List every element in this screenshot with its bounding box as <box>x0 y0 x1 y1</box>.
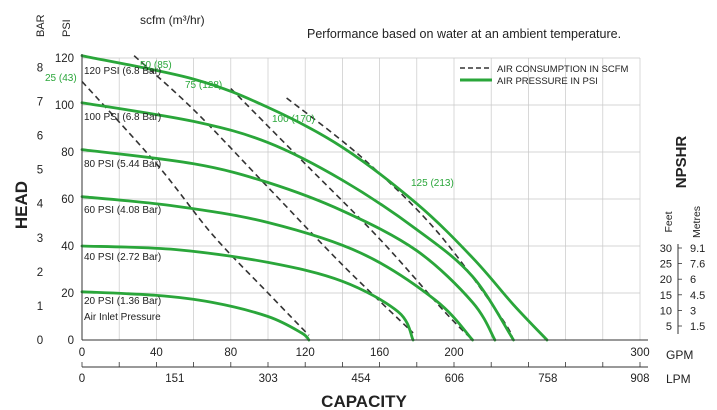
npshr-metres-tick: 1.5 <box>690 321 705 333</box>
pressure-curve-5 <box>80 290 311 342</box>
x-tick-lpm: 0 <box>79 373 85 385</box>
npshr-feet-tick: 10 <box>660 305 672 317</box>
pressure-label-60: 60 PSI (4.08 Bar) <box>84 205 161 216</box>
npshr-feet-label: Feet <box>663 211 675 232</box>
npshr-metres-label: Metres <box>691 206 703 238</box>
air-consumption-line-0 <box>81 80 310 336</box>
pressure-curve-4 <box>80 244 415 342</box>
y-tick-bar: 1 <box>37 301 43 313</box>
npshr-feet-tick: 20 <box>660 274 672 286</box>
y-tick-bar: 6 <box>37 131 43 143</box>
pressure-label-20: 20 PSI (1.36 Bar) <box>84 296 161 307</box>
pressure-label-40: 40 PSI (2.72 Bar) <box>84 252 161 263</box>
air-inlet-pressure-note: Air Inlet Pressure <box>84 312 161 323</box>
x-tick-gpm: 0 <box>79 347 85 359</box>
npshr-metres-tick: 9.1 <box>690 243 705 255</box>
air-label-25: 25 (43) <box>45 73 77 84</box>
y-tick-bar: 7 <box>37 96 43 108</box>
x-tick-lpm: 606 <box>445 373 464 385</box>
bar-unit-label: BAR <box>35 14 47 37</box>
air-label-75: 75 (128) <box>185 80 222 91</box>
lpm-unit-label: LPM <box>666 372 691 386</box>
y-tick-psi: 40 <box>61 241 74 253</box>
npshr-metres-tick: 6 <box>690 274 696 286</box>
npshr-metres-tick: 4.5 <box>690 290 705 302</box>
y-tick-bar: 5 <box>37 165 43 177</box>
y-tick-psi: 80 <box>61 147 74 159</box>
y-tick-bar: 2 <box>37 267 43 279</box>
x-tick-lpm: 454 <box>351 373 371 385</box>
x-tick-lpm: 151 <box>165 373 184 385</box>
y-tick-bar: 3 <box>37 233 43 245</box>
y-tick-psi: 100 <box>55 100 74 112</box>
air-consumption-line-1 <box>133 55 414 334</box>
grid <box>81 57 641 341</box>
y-axis-title: HEAD <box>12 181 31 229</box>
npshr-scale: 30 25 20 15 10 5 9.1 7.6 6 4.5 3 1.5 <box>660 243 705 334</box>
scfm-header: scfm (m³/hr) <box>140 13 205 27</box>
npshr-title: NPSHR <box>673 136 690 189</box>
npshr-feet-tick: 15 <box>660 290 672 302</box>
pressure-label-120: 120 PSI (6.8 Bar) <box>84 66 161 77</box>
y-tick-bar: 8 <box>37 62 43 74</box>
air-label-50: 50 (85) <box>140 60 172 71</box>
y-tick-psi: 20 <box>61 288 74 300</box>
npshr-feet-tick: 30 <box>660 243 672 255</box>
npshr-feet-tick: 5 <box>666 321 672 333</box>
legend-pressure-label: AIR PRESSURE IN PSI <box>497 76 598 87</box>
npshr-metres-tick: 7.6 <box>690 259 705 271</box>
air-label-100: 100 (170) <box>272 114 315 125</box>
x-axis-title: CAPACITY <box>321 392 407 410</box>
pressure-curve-1 <box>80 101 515 342</box>
pressure-curve-2 <box>80 148 497 342</box>
pressure-label-80: 80 PSI (5.44 Bar) <box>84 159 161 170</box>
x-tick-gpm: 120 <box>296 347 315 359</box>
legend: AIR CONSUMPTION IN SCFM AIR PRESSURE IN … <box>460 64 629 87</box>
pressure-curve-0 <box>80 54 549 342</box>
npshr-metres-tick: 3 <box>690 305 696 317</box>
y-tick-psi: 120 <box>55 53 74 65</box>
x-tick-gpm: 300 <box>630 347 649 359</box>
psi-unit-label: PSI <box>61 19 73 37</box>
pressure-curve-3 <box>80 195 474 342</box>
gpm-unit-label: GPM <box>666 348 693 362</box>
x-tick-lpm: 303 <box>259 373 278 385</box>
air-pressure-lines <box>80 54 549 342</box>
npshr-feet-tick: 25 <box>660 259 672 271</box>
x-tick-lpm: 908 <box>630 373 649 385</box>
y-tick-psi: 0 <box>68 335 74 347</box>
x-tick-gpm: 40 <box>150 347 163 359</box>
air-consumption-line-2 <box>230 87 474 341</box>
x-tick-gpm: 160 <box>370 347 389 359</box>
x-tick-gpm: 80 <box>224 347 237 359</box>
x-tick-lpm: 758 <box>538 373 557 385</box>
y-tick-bar: 4 <box>37 199 44 211</box>
y-tick-psi: 60 <box>61 194 74 206</box>
x-tick-gpm: 200 <box>444 347 463 359</box>
legend-air-label: AIR CONSUMPTION IN SCFM <box>497 64 629 75</box>
pressure-label-100: 100 PSI (6.8 Bar) <box>84 112 161 123</box>
air-label-125: 125 (213) <box>411 178 454 189</box>
performance-note: Performance based on water at an ambient… <box>307 27 621 41</box>
y-tick-bar: 0 <box>37 335 43 347</box>
